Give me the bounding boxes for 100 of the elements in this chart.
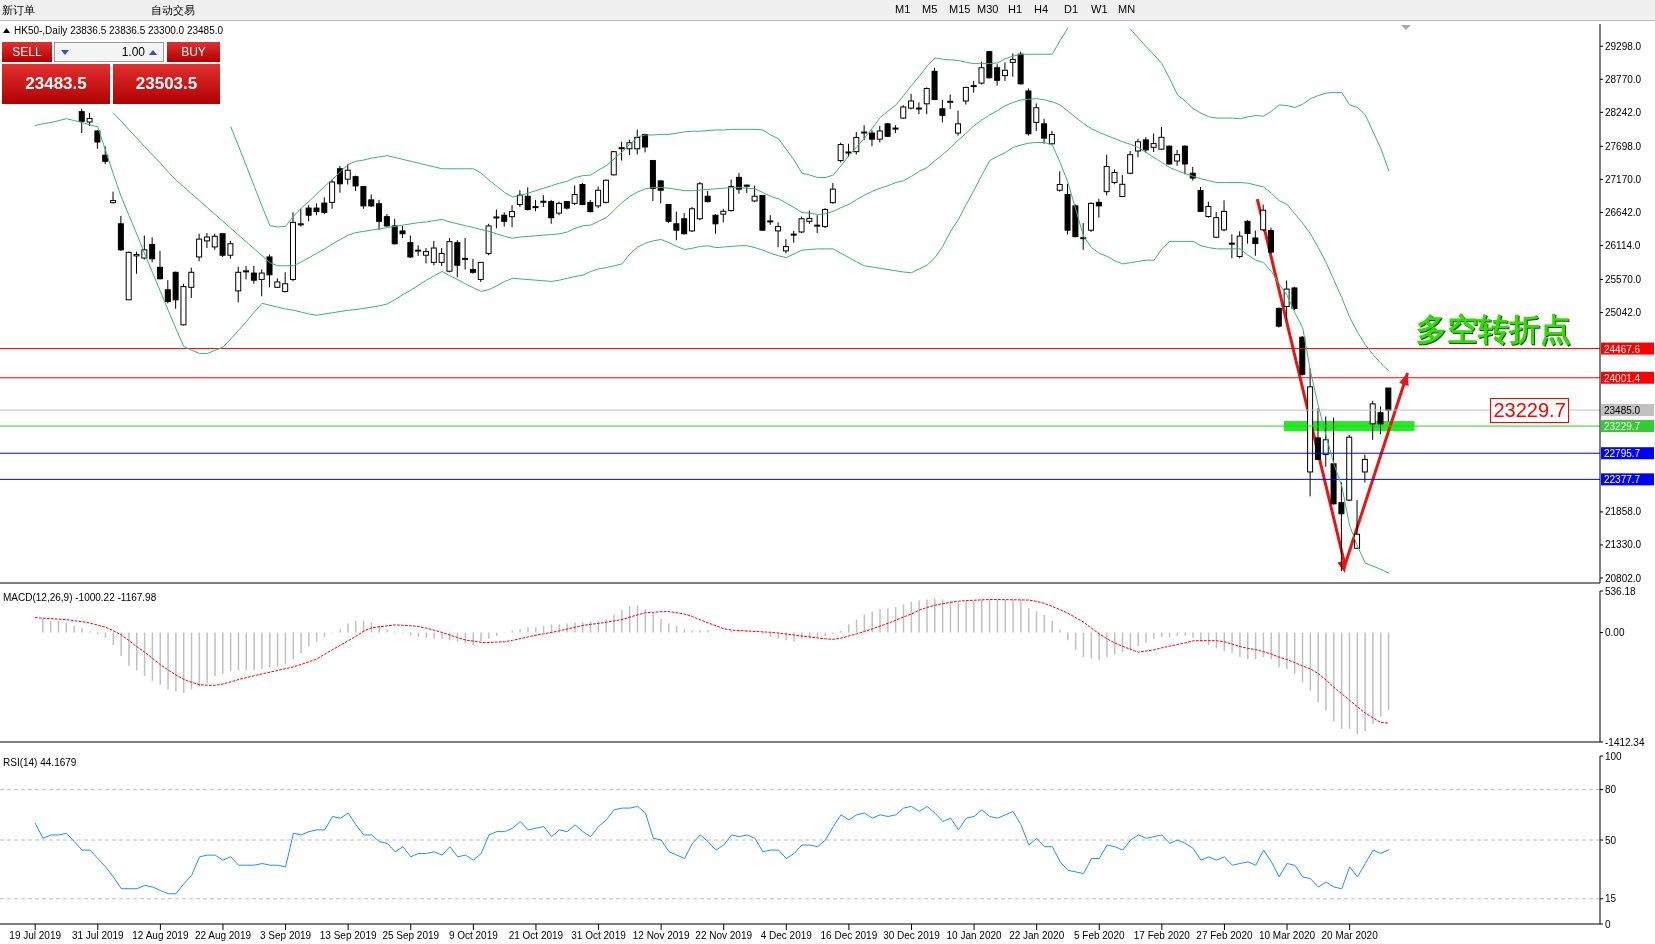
line-series — [34, 805, 1390, 895]
text: H4 — [1034, 3, 1049, 15]
y-tick-label: 25042.0 — [1605, 307, 1642, 319]
text: 多空转折点 — [1416, 309, 1572, 349]
text: MN — [1118, 3, 1136, 15]
candlestick — [94, 129, 101, 150]
candlestick — [203, 232, 210, 249]
y-tick-label: -1412.34 — [1605, 736, 1645, 748]
candlestick — [376, 199, 383, 231]
candlestick — [1228, 233, 1235, 259]
chart-title: HK50-,Daily 23836.5 23836.5 23300.0 23485.0 — [14, 25, 224, 36]
candlestick — [329, 178, 336, 210]
candlestick — [149, 236, 156, 263]
candlestick — [1095, 198, 1102, 219]
candlestick — [1041, 118, 1048, 145]
x-tick-label: 31 Oct 2019 — [571, 930, 627, 942]
text: M15 — [949, 3, 971, 15]
y-tick-label: 20802.0 — [1605, 572, 1642, 584]
candlestick — [422, 247, 429, 264]
candlestick — [861, 124, 868, 141]
y-tick-label: 21858.0 — [1605, 506, 1642, 518]
candlestick — [156, 250, 163, 280]
x-tick-label: 25 Sep 2019 — [382, 930, 440, 942]
x-tick-label: 20 Mar 2020 — [1321, 930, 1379, 942]
y-tick-label: 0 — [1605, 918, 1611, 930]
y-tick-label: 25570.0 — [1605, 274, 1642, 286]
ref-line-label: 22377.7 — [1604, 474, 1641, 486]
text: M30 — [977, 3, 999, 15]
x-tick-label: 10 Mar 2020 — [1258, 930, 1316, 942]
y-tick-label: 26114.0 — [1605, 240, 1641, 252]
candlestick — [250, 265, 257, 285]
x-tick-label: 22 Jan 2020 — [1009, 930, 1065, 942]
x-tick-label: 12 Nov 2019 — [632, 930, 690, 942]
x-tick-label: 30 Dec 2019 — [883, 930, 941, 942]
y-tick-label: 50 — [1605, 834, 1617, 846]
candlestick — [1001, 61, 1008, 82]
candlestick — [1174, 149, 1181, 167]
candlestick — [1385, 387, 1392, 423]
candlestick — [1260, 204, 1267, 232]
ref-line-label: 23229.7 — [1604, 421, 1641, 433]
candlestick — [994, 63, 1001, 87]
candlestick — [782, 238, 789, 254]
annotation: 23503.5 — [113, 64, 220, 104]
candlestick — [665, 203, 672, 224]
candlestick — [775, 221, 782, 248]
ref-line-label: 23485.0 — [1604, 405, 1641, 417]
chart-title: RSI(14) 44.1679 — [3, 757, 77, 768]
x-tick-label: 21 Oct 2019 — [508, 930, 564, 942]
x-tick-label: 5 Feb 2020 — [1073, 930, 1125, 942]
x-tick-label: 3 Sep 2019 — [259, 930, 312, 942]
candlestick — [1181, 144, 1188, 175]
annotation: 23483.5 — [2, 64, 110, 104]
x-tick-label: 17 Feb 2020 — [1133, 930, 1191, 942]
annotation: 1.00 — [120, 45, 145, 59]
y-tick-label: 21330.0 — [1605, 539, 1642, 551]
candlestick — [462, 237, 469, 270]
candlestick — [1221, 199, 1228, 232]
text: 新订单 — [2, 3, 35, 18]
y-tick-label: 26642.0 — [1605, 207, 1642, 219]
y-tick-label: 536.18 — [1605, 585, 1637, 597]
x-tick-label: 16 Dec 2019 — [820, 930, 878, 942]
chart-title: MACD(12,26,9) -1000.22 -1167.98 — [3, 592, 157, 603]
x-tick-label: 12 Aug 2019 — [132, 930, 189, 942]
candlestick — [689, 206, 696, 233]
x-tick-label: 31 Jul 2019 — [71, 930, 125, 942]
x-tick-label: 4 Dec 2019 — [760, 930, 813, 942]
y-tick-label: 0.00 — [1605, 627, 1625, 639]
candlestick — [1213, 211, 1220, 239]
candlestick — [657, 179, 664, 204]
y-tick-label: 80 — [1605, 784, 1617, 796]
candlestick — [712, 213, 719, 235]
annotation: SELL — [2, 42, 52, 62]
y-tick-label: 28770.0 — [1605, 73, 1642, 85]
ref-line-label: 22795.7 — [1604, 448, 1641, 460]
x-tick-label: 22 Nov 2019 — [695, 930, 753, 942]
y-tick-label: 15 — [1605, 893, 1617, 905]
candlestick — [469, 258, 476, 275]
candlestick — [196, 233, 203, 262]
ref-line-label: 24001.4 — [1604, 372, 1641, 384]
x-tick-label: 10 Jan 2020 — [946, 930, 1003, 942]
candlestick — [955, 110, 962, 137]
ref-line-label: 24467.6 — [1604, 343, 1641, 355]
text: 自动交易 — [151, 3, 195, 18]
candlestick — [1244, 219, 1251, 245]
candlestick — [243, 265, 250, 280]
candlestick — [1361, 454, 1368, 483]
text: D1 — [1064, 3, 1079, 15]
y-tick-label: 29298.0 — [1605, 40, 1642, 52]
x-tick-label: 27 Feb 2020 — [1196, 930, 1253, 942]
x-tick-label: 22 Aug 2019 — [194, 930, 252, 942]
candlestick — [829, 182, 836, 205]
text: M1 — [895, 3, 911, 15]
candlestick — [110, 191, 117, 204]
text: M5 — [922, 3, 938, 15]
line-series — [112, 98, 1390, 372]
text: H1 — [1008, 3, 1023, 15]
candlestick — [1056, 170, 1063, 193]
candlestick — [477, 261, 484, 283]
x-tick-label: 9 Oct 2019 — [448, 930, 499, 942]
x-tick-label: 13 Sep 2019 — [319, 930, 377, 942]
